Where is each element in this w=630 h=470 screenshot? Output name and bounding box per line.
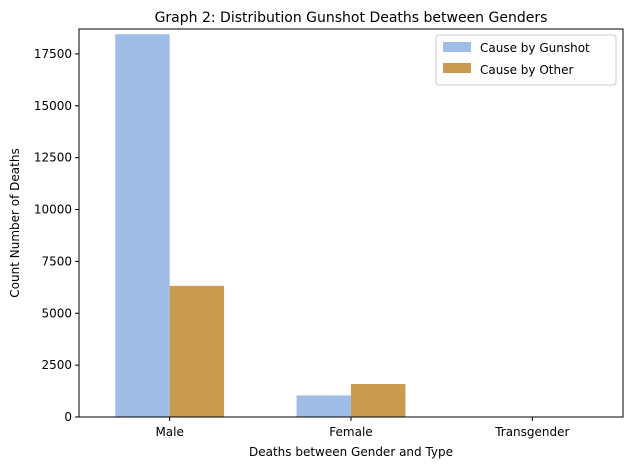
legend-label-gunshot: Cause by Gunshot (480, 41, 590, 55)
legend-label-other: Cause by Other (480, 63, 573, 77)
y-tick-label: 0 (64, 410, 72, 424)
y-tick-label: 15000 (34, 99, 72, 113)
y-tick-label: 2500 (41, 358, 72, 372)
y-tick-label: 10000 (34, 203, 72, 217)
y-tick-label: 5000 (41, 306, 72, 320)
bar-male-gunshot (115, 34, 170, 417)
chart-title: Graph 2: Distribution Gunshot Deaths bet… (155, 10, 548, 26)
y-tick-label: 17500 (34, 47, 72, 61)
legend-swatch-other (443, 63, 471, 73)
legend: Cause by Gunshot Cause by Other (435, 34, 617, 86)
plot-frame (78, 28, 624, 418)
bar-female-gunshot (296, 395, 351, 417)
y-axis-label: Count Number of Deaths (8, 148, 22, 297)
bars-group (115, 34, 406, 417)
legend-swatch-gunshot (443, 42, 471, 52)
bar-male-other (169, 285, 225, 417)
x-axis-label: Deaths between Gender and Type (249, 445, 453, 459)
y-axis-ticks: 0 2500 5000 7500 10000 12500 15000 17500 (34, 47, 79, 424)
y-tick-label: 7500 (41, 254, 72, 268)
legend-box (435, 34, 617, 86)
x-tick-label-transgender: Transgender (494, 425, 569, 439)
y-tick-label: 12500 (34, 151, 72, 165)
x-tick-label-female: Female (329, 425, 372, 439)
bar-female-other (351, 384, 406, 417)
x-axis-ticks: Male Female Transgender (155, 417, 570, 439)
x-tick-label-male: Male (155, 425, 183, 439)
